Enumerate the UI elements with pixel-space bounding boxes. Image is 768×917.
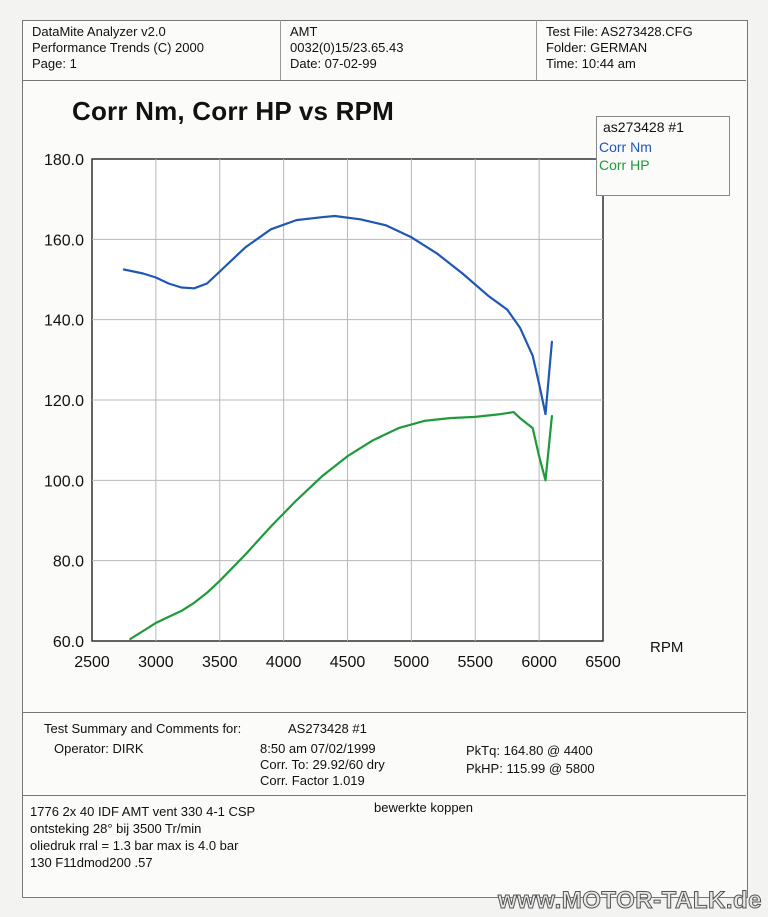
y-tick-label: 80.0 <box>53 554 84 571</box>
x-tick-label: 4000 <box>266 654 302 671</box>
legend-item-corr-nm: Corr Nm <box>599 139 652 155</box>
x-tick-label: 5500 <box>457 654 493 671</box>
y-tick-label: 120.0 <box>44 393 84 410</box>
x-tick-label: 5000 <box>394 654 430 671</box>
summary-datetime: 8:50 am 07/02/1999 <box>260 741 376 756</box>
notes-line: ontsteking 28° bij 3500 Tr/min <box>30 821 202 836</box>
y-tick-label: 60.0 <box>53 634 84 651</box>
corr-hp-line <box>129 411 554 641</box>
vendor-line: Performance Trends (C) 2000 <box>32 40 204 55</box>
watermark: www.MOTOR-TALK.de <box>497 887 762 915</box>
run-date: Date: 07-02-99 <box>290 56 377 71</box>
summary-corr-to: Corr. To: 29.92/60 dry <box>260 757 385 772</box>
run-time: Time: 10:44 am <box>546 56 636 71</box>
summary-corr-factor: Corr. Factor 1.019 <box>260 773 365 788</box>
y-tick-label: 100.0 <box>44 473 84 490</box>
notes-line: oliedruk rral = 1.3 bar max is 4.0 bar <box>30 838 239 853</box>
x-tick-label: 2500 <box>74 654 110 671</box>
summary-run-name: AS273428 #1 <box>288 721 367 736</box>
x-tick-label: 4500 <box>330 654 366 671</box>
header-run-column: AMT 0032(0)15/23.65.43 Date: 07-02-99 <box>290 24 403 72</box>
y-tick-label: 180.0 <box>44 152 84 169</box>
header-app-column: DataMite Analyzer v2.0 Performance Trend… <box>32 24 204 72</box>
header-divider <box>536 20 537 80</box>
header-divider <box>280 20 281 80</box>
x-tick-label: 3000 <box>138 654 174 671</box>
report-header: DataMite Analyzer v2.0 Performance Trend… <box>22 20 746 81</box>
legend-title: as273428 #1 <box>603 119 684 135</box>
summary-heading: Test Summary and Comments for: <box>44 721 242 736</box>
page-number: Page: 1 <box>32 56 77 71</box>
summary-peak-torque: PkTq: 164.80 @ 4400 <box>466 743 593 758</box>
engine-code: AMT <box>290 24 318 39</box>
folder-name: Folder: GERMAN <box>546 40 648 55</box>
test-summary: Test Summary and Comments for: AS273428 … <box>22 712 746 796</box>
x-axis-label: RPM <box>650 639 683 656</box>
chart-title: Corr Nm, Corr HP vs RPM <box>72 96 394 126</box>
app-name: DataMite Analyzer v2.0 <box>32 24 166 39</box>
x-tick-label: 3500 <box>202 654 238 671</box>
y-tick-label: 160.0 <box>44 232 84 249</box>
x-tick-label: 6500 <box>585 654 621 671</box>
notes-line: 130 F11dmod200 .57 <box>30 855 153 870</box>
legend-item-corr-hp: Corr HP <box>599 157 650 173</box>
run-id: 0032(0)15/23.65.43 <box>290 40 404 55</box>
notes-line: 1776 2x 40 IDF AMT vent 330 4-1 CSP <box>30 804 256 819</box>
chart-legend: as273428 #1 Corr Nm Corr HP <box>596 116 730 196</box>
summary-operator: Operator: DIRK <box>54 741 144 756</box>
notes-side-note: bewerkte koppen <box>374 800 474 815</box>
corr-nm-line <box>122 214 554 416</box>
test-file: Test File: AS273428.CFG <box>546 24 693 39</box>
notes-block: 1776 2x 40 IDF AMT vent 330 4-1 CSP onts… <box>22 796 746 876</box>
header-file-column: Test File: AS273428.CFG Folder: GERMAN T… <box>546 24 693 72</box>
x-tick-label: 6000 <box>521 654 557 671</box>
summary-peak-hp: PkHP: 115.99 @ 5800 <box>466 761 595 776</box>
y-tick-label: 140.0 <box>44 313 84 330</box>
